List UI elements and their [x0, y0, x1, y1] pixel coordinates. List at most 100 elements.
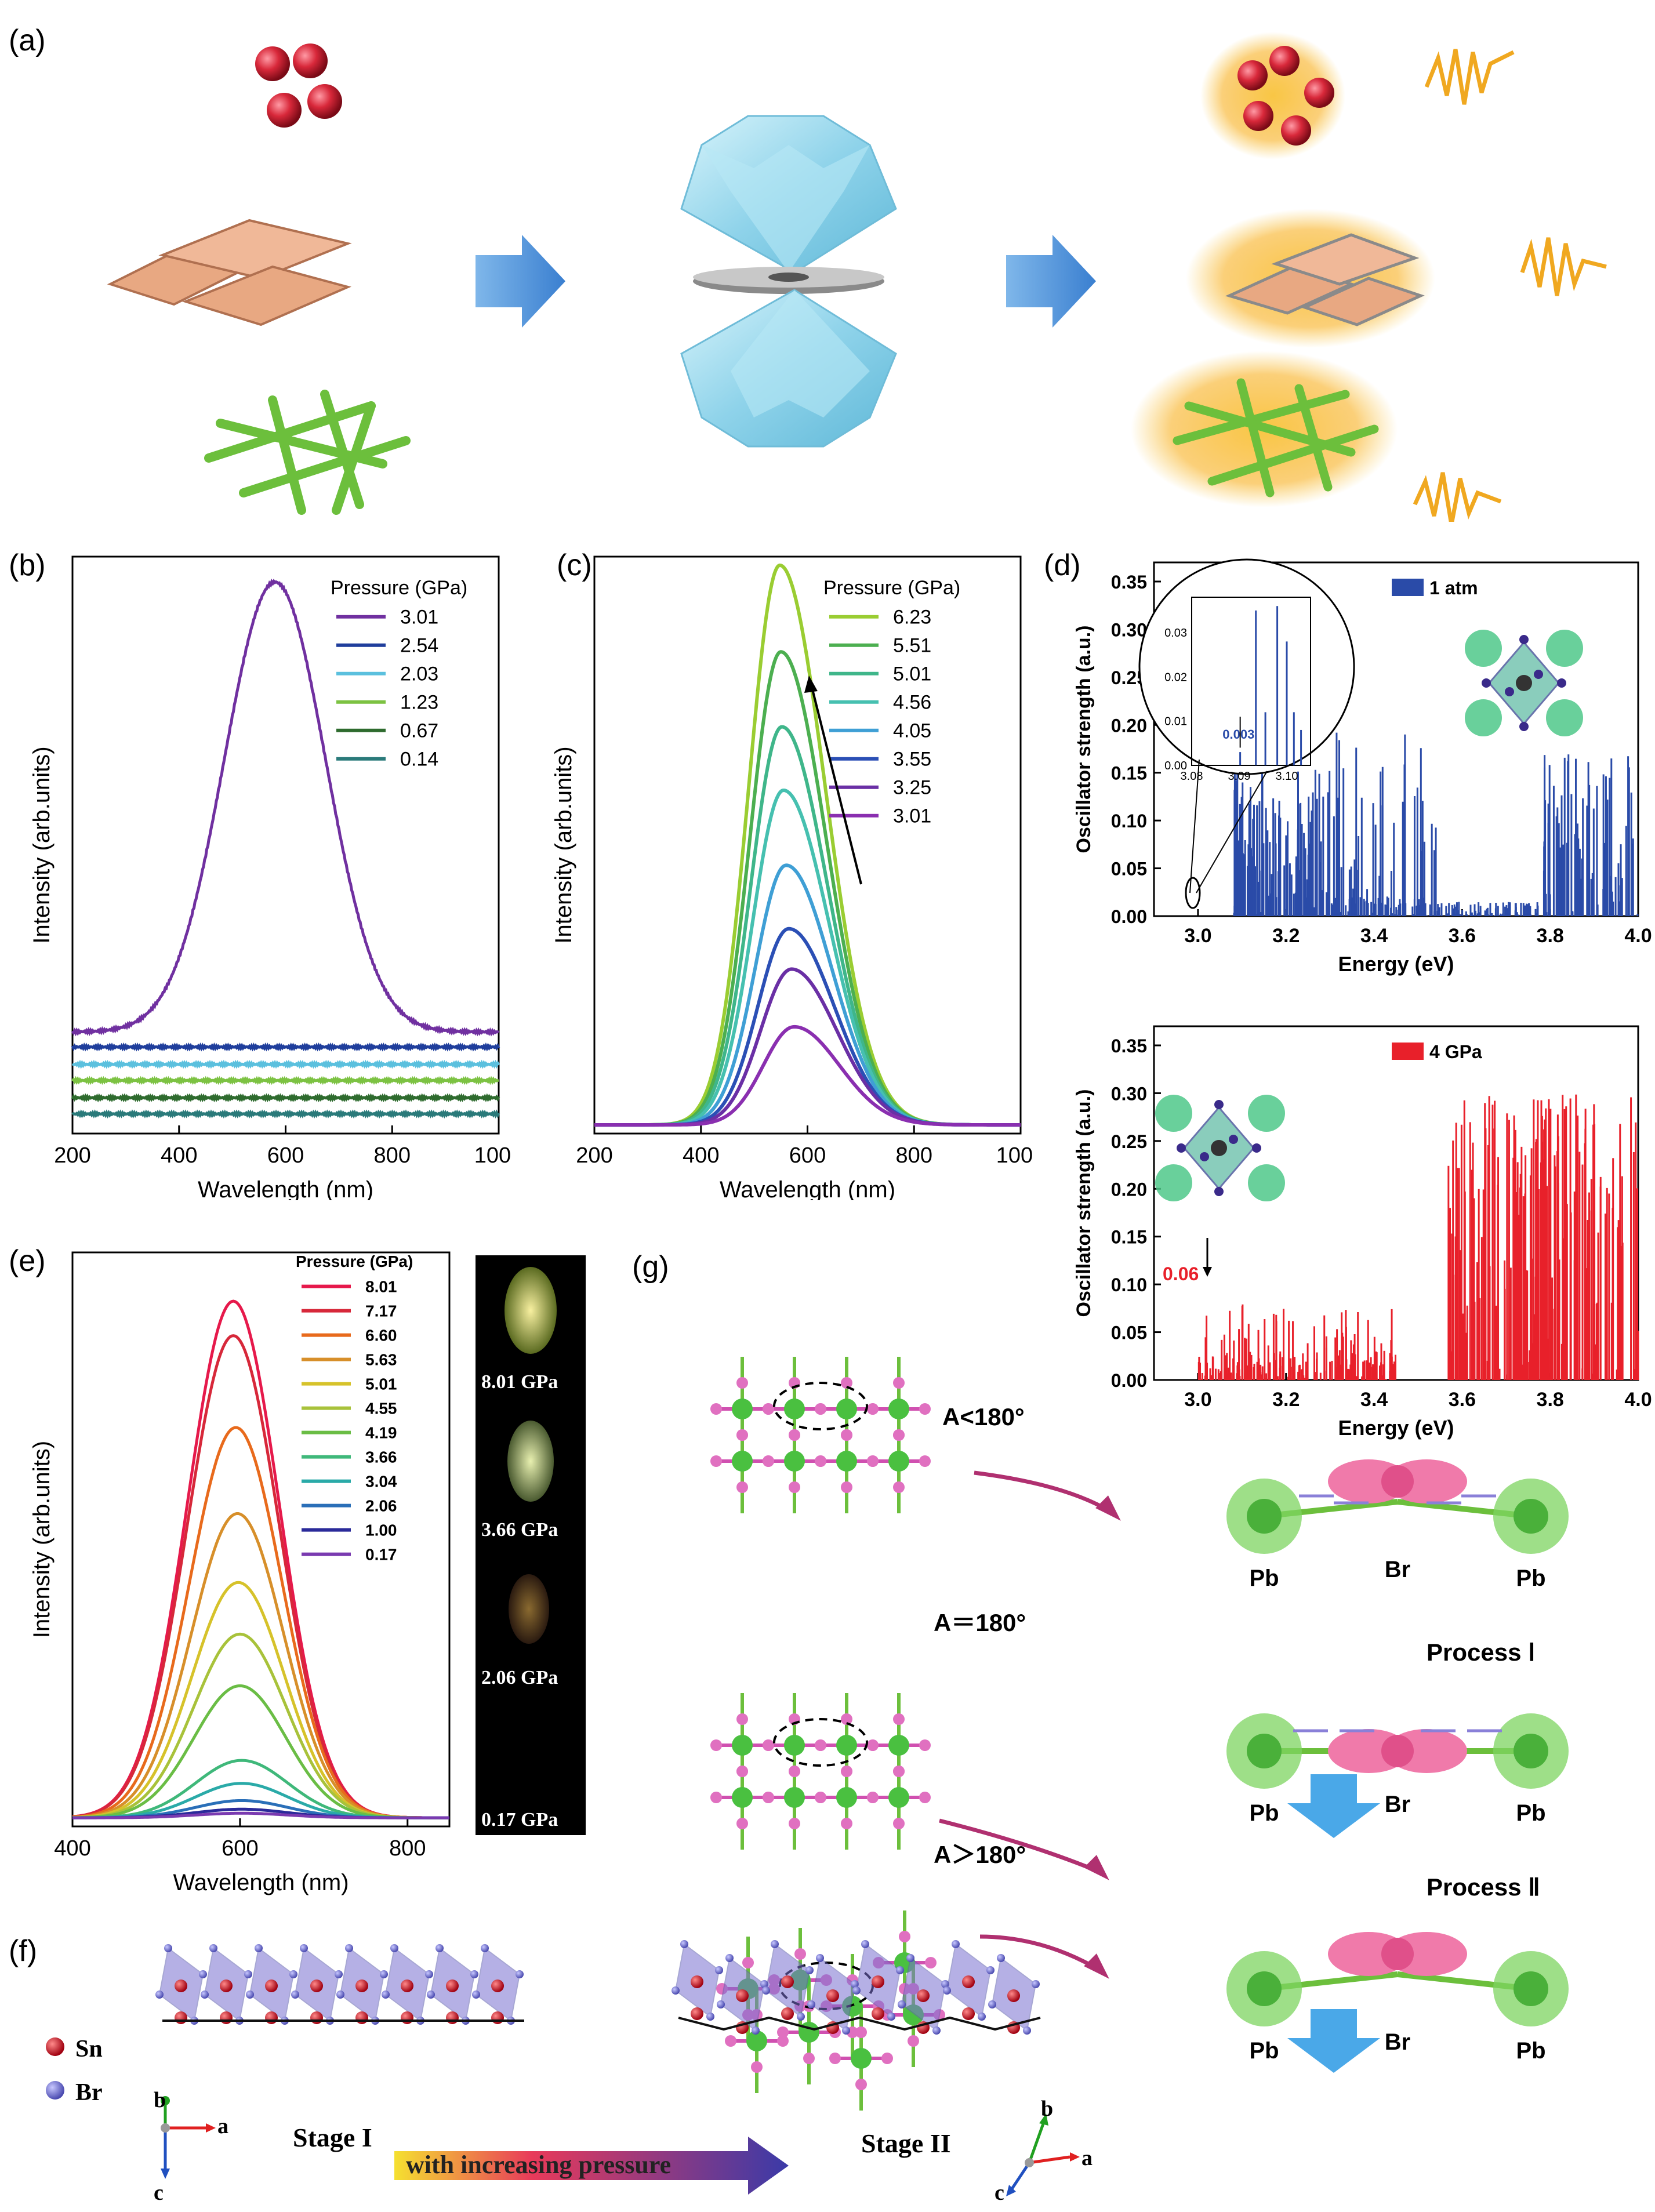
sn-atom	[872, 2007, 884, 2020]
br-atom	[867, 1739, 879, 1751]
anion-atom	[1482, 678, 1491, 688]
panel-label-b: (b)	[9, 549, 46, 582]
series-line	[594, 1025, 1021, 1127]
anion-atom	[1519, 722, 1529, 731]
x-tick-label: 3.2	[1272, 925, 1300, 947]
cation-sphere	[1546, 630, 1583, 667]
br-atom	[932, 2026, 941, 2035]
sn-atom	[962, 1975, 975, 1988]
br-atom	[470, 1970, 478, 1978]
axis-b-label: b	[154, 2088, 166, 2112]
pb-label: Pb	[1249, 2038, 1279, 2064]
pb-label: Pb	[1249, 1566, 1279, 1591]
sn-atom	[781, 1975, 794, 1988]
x-tick-label: 3.6	[1449, 925, 1476, 947]
br-atom	[919, 1739, 931, 1751]
pb-atom	[732, 1399, 753, 1419]
chart-c: 200 400 600 800 1000 Wavelength (nm) Intensity…	[551, 555, 1032, 1200]
br-atom	[919, 1455, 931, 1467]
br-atom	[855, 2079, 867, 2090]
x-tick-label: 400	[54, 1836, 90, 1861]
series-line	[72, 1811, 449, 1819]
series-line	[71, 578, 500, 1037]
series-line	[71, 1093, 500, 1103]
sn-atom	[175, 1979, 187, 1992]
br-atom	[736, 1713, 748, 1725]
br-atom	[710, 1739, 722, 1751]
br-atom	[427, 1991, 435, 1999]
br-atom	[815, 1792, 826, 1803]
x-tick-label: 3.4	[1360, 925, 1388, 947]
chain-stage-1	[155, 1944, 524, 2025]
br-atom	[777, 2026, 789, 2038]
legend-entry: 2.06	[365, 1497, 397, 1514]
process-arrow-2	[1006, 235, 1096, 328]
pb-atom	[836, 1787, 857, 1808]
stage-1-label: Stage I	[293, 2123, 372, 2152]
x-tick-label: 4.0	[1624, 925, 1652, 947]
axis-c-label-2: c	[995, 2181, 1004, 2205]
y-tick-label: 0.00	[1111, 906, 1147, 927]
br-atom	[803, 2053, 815, 2064]
diamond-anvil-cell	[680, 115, 897, 448]
br-atom	[672, 1986, 680, 1995]
legend-title: Pressure (GPa)	[823, 577, 960, 599]
x-tick-label: 3.8	[1537, 1389, 1564, 1411]
sn-atom	[962, 2007, 975, 2020]
legend-title: Pressure (GPa)	[296, 1252, 413, 1270]
br-atom	[736, 1429, 748, 1441]
sn-atom	[691, 1975, 703, 1988]
br-atom	[706, 2013, 714, 2021]
br-atom	[861, 1940, 869, 1948]
sn-atom	[491, 2011, 504, 2024]
lattice-structure	[710, 1693, 931, 1850]
pb-atom	[836, 1451, 857, 1472]
inset-y-tick-label: 0.01	[1164, 715, 1187, 728]
inset-focus-ring	[1185, 877, 1201, 909]
sn-atom	[401, 1979, 413, 1992]
inset-x-tick-label: 3.09	[1228, 770, 1251, 783]
pb-atom	[732, 1735, 753, 1756]
br-atom	[762, 1986, 770, 1995]
center-atom	[1516, 675, 1532, 691]
pb-label: Pb	[1516, 2038, 1545, 2064]
x-tick-label: 400	[683, 1143, 719, 1168]
legend-swatch	[1392, 1043, 1424, 1060]
x-tick-label: 3.2	[1272, 1389, 1300, 1411]
sn-atom	[491, 1979, 504, 1992]
glowing-nanospheres	[1200, 32, 1345, 159]
anion-atom	[1252, 1143, 1261, 1153]
pb-label: Pb	[1249, 1800, 1279, 1826]
legend-entry: 2.54	[400, 635, 438, 657]
y-tick-label: 0.10	[1111, 811, 1147, 831]
sn-atom	[446, 1979, 459, 1992]
trend-arrow-head	[804, 675, 818, 693]
sn-atom	[175, 2011, 187, 2024]
axes-icon-left	[161, 2096, 216, 2179]
legend-entry: 4.19	[365, 1423, 397, 1441]
legend-entry: 1 atm	[1429, 577, 1478, 598]
br-core	[1381, 1465, 1414, 1498]
x-tick-label: 800	[896, 1143, 932, 1168]
y-tick-label: 0.25	[1111, 1131, 1147, 1152]
br-atom	[425, 1970, 433, 1978]
br-atom	[164, 1944, 172, 1952]
sn-atom	[446, 2011, 459, 2024]
br-atom	[336, 1991, 344, 1999]
br-atom	[815, 1739, 826, 1751]
br-atom	[777, 2035, 789, 2047]
x-tick-label: 600	[789, 1143, 826, 1168]
legend-entry: 7.17	[365, 1302, 397, 1320]
x-tick-label: 800	[374, 1143, 411, 1168]
br-atom	[481, 1944, 489, 1952]
br-atom	[919, 1403, 931, 1415]
x-tick-label: 400	[161, 1143, 197, 1168]
nanosheet-stack	[107, 219, 352, 326]
br-atom	[893, 1766, 905, 1777]
lattice-structure	[710, 1357, 931, 1513]
br-atom	[289, 1970, 297, 1978]
pl-photo-strip: 8.01 GPa 3.66 GPa 2.06 GPa 0.17 GPa	[476, 1255, 586, 1835]
br-atom	[717, 2000, 725, 2008]
br-atom	[797, 2013, 805, 2021]
legend-entry: 3.01	[893, 805, 931, 827]
